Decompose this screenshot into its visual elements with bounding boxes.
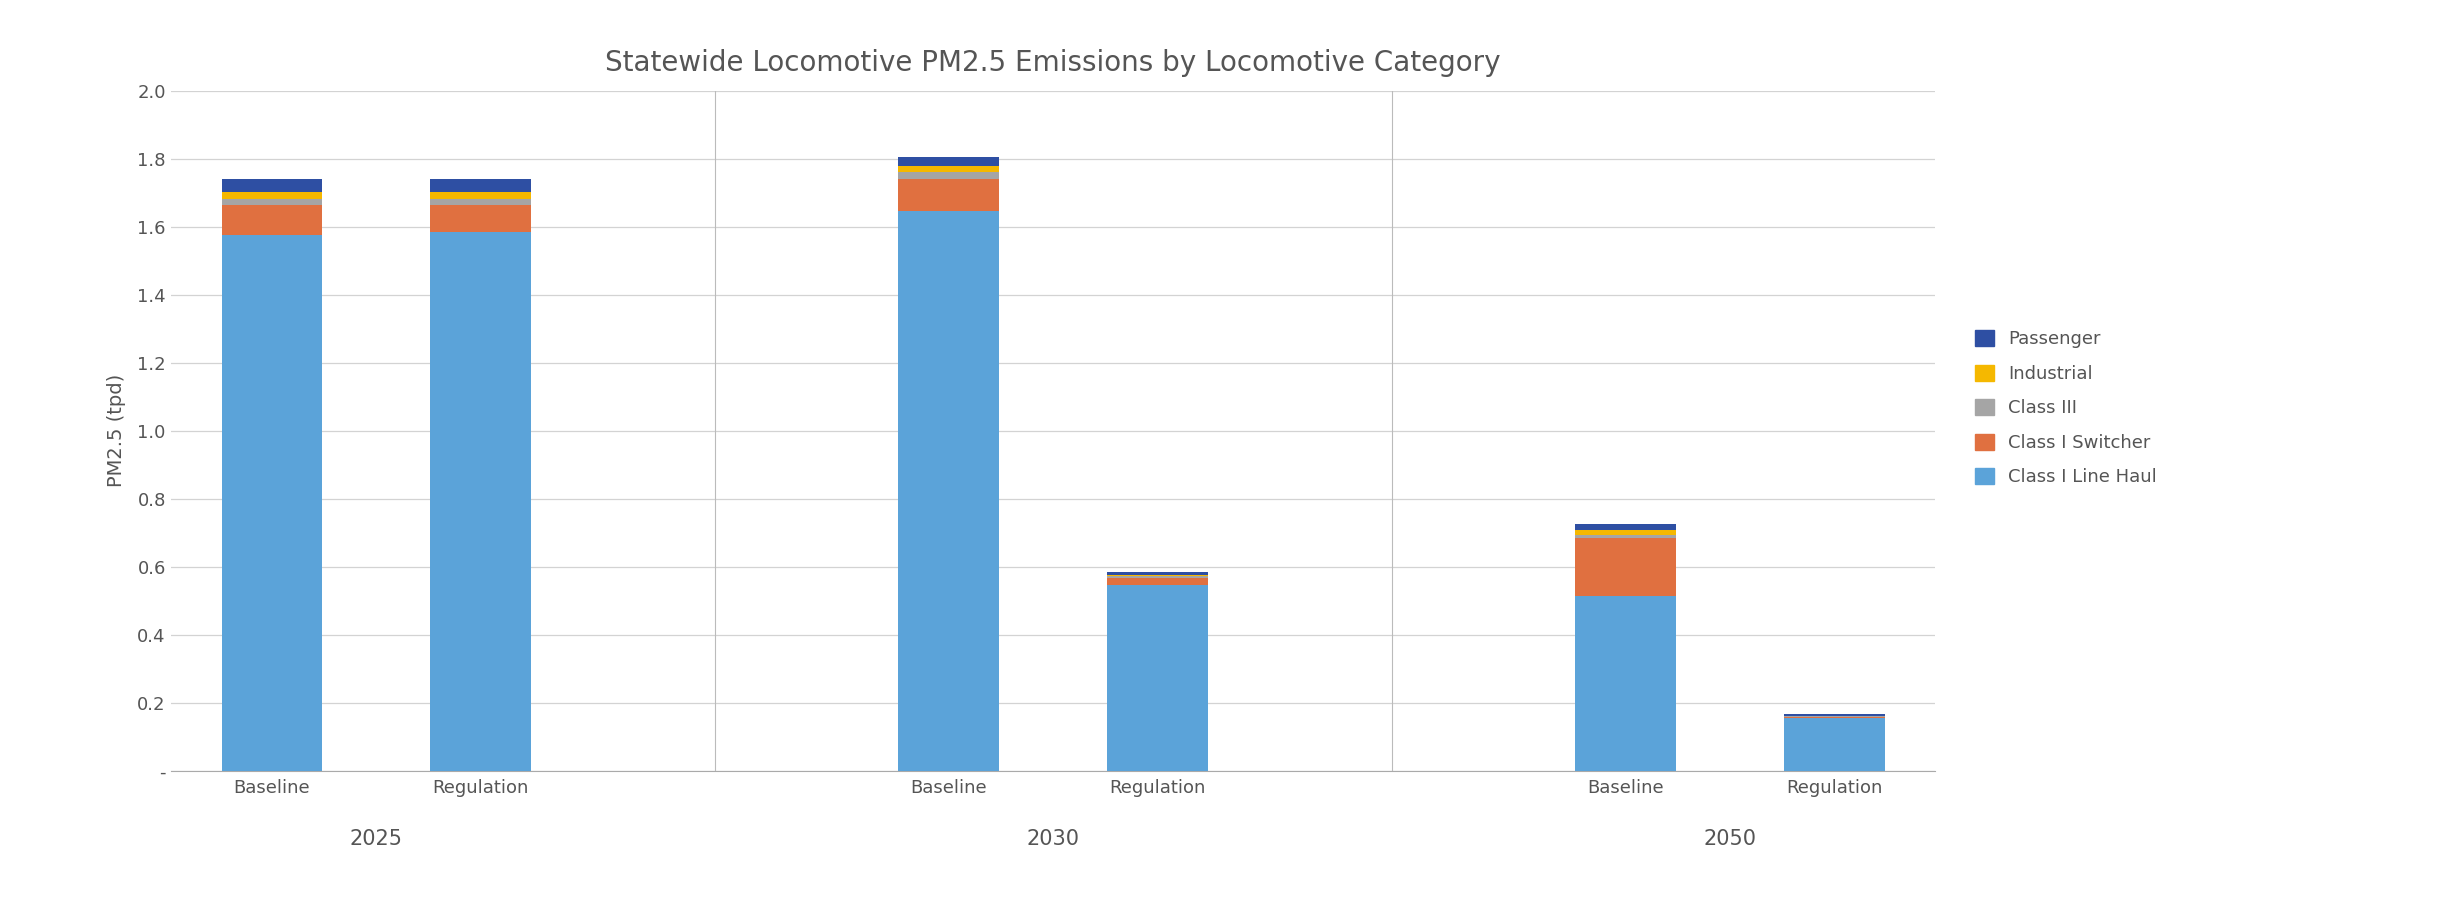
Bar [1785,717,1886,718]
Bar [431,232,531,771]
Bar [431,199,531,205]
Bar [220,205,321,235]
Text: 2030: 2030 [1026,829,1080,849]
Bar [1575,538,1675,596]
Y-axis label: PM2.5 (tpd): PM2.5 (tpd) [108,375,127,487]
Bar [899,172,999,179]
Bar [1107,579,1207,584]
Bar [431,205,531,232]
Bar [1575,596,1675,771]
Bar [1575,524,1675,531]
Bar [899,157,999,166]
Bar [220,235,321,771]
Bar [220,179,321,191]
Title: Statewide Locomotive PM2.5 Emissions by Locomotive Category: Statewide Locomotive PM2.5 Emissions by … [605,49,1501,77]
Bar [899,179,999,211]
Bar [1785,718,1886,771]
Bar [431,192,531,199]
Text: 2050: 2050 [1705,829,1756,849]
Bar [1107,575,1207,577]
Text: 2025: 2025 [350,829,402,849]
Bar [1107,584,1207,771]
Bar [1575,534,1675,538]
Bar [899,166,999,172]
Bar [431,180,531,192]
Bar [1785,714,1886,716]
Bar [1107,572,1207,575]
Bar [220,199,321,205]
Bar [220,191,321,199]
Bar [1107,577,1207,579]
Bar [899,211,999,771]
Bar [1575,531,1675,534]
Legend: Passenger, Industrial, Class III, Class I Switcher, Class I Line Haul: Passenger, Industrial, Class III, Class … [1969,323,2165,493]
